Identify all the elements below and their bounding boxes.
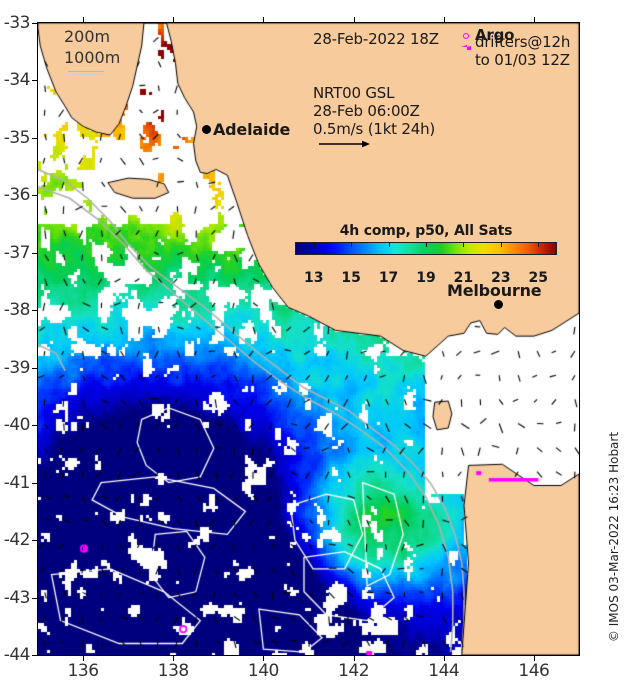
depth-legend-1000m: 1000m (64, 48, 121, 67)
y-tick-mark (32, 597, 38, 599)
argo-marker-icon (463, 33, 469, 39)
product-time-annotation: 28-Feb 06:00Z (313, 102, 420, 120)
x-tick-label: 146 (518, 661, 550, 681)
y-tick-label: -40 (3, 415, 31, 436)
colorbar-tick-label: 15 (341, 270, 361, 286)
colorbar-tick-mark (500, 242, 502, 247)
product-name-annotation: NRT00 GSL (313, 84, 395, 102)
vector-scale-annotation: 0.5m/s (1kt 24h) (313, 120, 436, 138)
y-tick-label: -36 (3, 185, 31, 206)
copyright-block: © IMOS 03-Mar-2022 16:23 Hobart (604, 400, 624, 680)
y-tick-label: -37 (3, 242, 31, 263)
colorbar-tick-label: 13 (303, 270, 324, 286)
colorbar-ticks: 13 15 17 19 21 23 25 (295, 242, 557, 286)
colorbar-tick-label: 21 (453, 270, 474, 286)
colorbar: 4h comp, p50, All Sats 13 15 17 19 21 23 25 (295, 222, 557, 286)
x-tick-mark (353, 17, 355, 23)
x-tick-label: 136 (67, 661, 99, 681)
y-tick-label: -42 (3, 530, 31, 551)
x-tick-mark (83, 655, 85, 661)
x-tick-label: 138 (157, 661, 189, 681)
y-tick-mark (32, 80, 38, 82)
y-tick-mark (32, 310, 38, 312)
sst-field-canvas (38, 23, 579, 655)
x-tick-label: 144 (428, 661, 460, 681)
depth-legend-line-2 (68, 74, 104, 75)
y-tick-label: -35 (3, 127, 31, 148)
drifters-legend-label: drifters@12h (475, 33, 571, 51)
map-plot-area[interactable] (37, 22, 580, 656)
x-tick-mark (353, 655, 355, 661)
x-tick-mark (173, 17, 175, 23)
depth-legend-200m: 200m (64, 27, 111, 46)
x-tick-mark (443, 655, 445, 661)
colorbar-tick-label: 17 (378, 270, 399, 286)
colorbar-tick-mark (388, 242, 390, 247)
x-tick-mark (263, 655, 265, 661)
x-tick-label: 142 (338, 661, 370, 681)
y-tick-mark (32, 23, 38, 24)
y-tick-label: -39 (3, 357, 31, 378)
argo-legend-label: Argo (475, 26, 515, 44)
y-tick-mark (32, 252, 38, 254)
x-tick-mark (533, 655, 535, 661)
x-tick-mark (173, 655, 175, 661)
y-tick-mark (32, 195, 38, 197)
city-label-melbourne: Melbourne (447, 281, 542, 300)
y-tick-mark (32, 655, 38, 656)
y-tick-label: -34 (3, 70, 31, 91)
y-tick-label: -43 (3, 587, 31, 608)
y-tick-mark (32, 482, 38, 484)
y-tick-mark (32, 137, 38, 139)
depth-legend-line-1 (68, 71, 104, 72)
y-tick-mark (32, 367, 38, 369)
x-tick-mark (533, 17, 535, 23)
adelaide-marker-dot (202, 125, 211, 134)
colorbar-tick-label: 19 (416, 270, 436, 286)
colorbar-tick-mark (463, 242, 465, 247)
colorbar-tick-mark (313, 242, 315, 247)
drifters-period-label: to 01/03 12Z (475, 51, 570, 69)
y-tick-label: -38 (3, 300, 31, 321)
y-tick-label: -44 (3, 645, 31, 665)
melbourne-marker-dot (494, 300, 503, 309)
colorbar-tick-mark (426, 242, 427, 247)
colorbar-tick-label: 25 (528, 270, 549, 286)
x-tick-label: 140 (247, 661, 279, 681)
y-tick-label: -41 (3, 472, 31, 493)
colorbar-tick-label: 23 (491, 270, 511, 286)
x-tick-mark (263, 17, 265, 23)
vector-scale-arrow-icon (319, 140, 370, 148)
city-label-adelaide: Adelaide (213, 120, 291, 139)
colorbar-tick-mark (538, 242, 540, 247)
y-tick-label: -33 (3, 13, 31, 33)
colorbar-tick-mark (351, 242, 353, 247)
colorbar-title: 4h comp, p50, All Sats (339, 223, 513, 239)
y-tick-mark (32, 425, 38, 427)
x-tick-mark (83, 17, 85, 23)
x-tick-mark (443, 17, 445, 23)
datetime-annotation: 28-Feb-2022 18Z (313, 30, 439, 48)
copyright-text: © IMOS 03-Mar-2022 16:23 Hobart (607, 431, 621, 643)
y-tick-mark (32, 540, 38, 542)
